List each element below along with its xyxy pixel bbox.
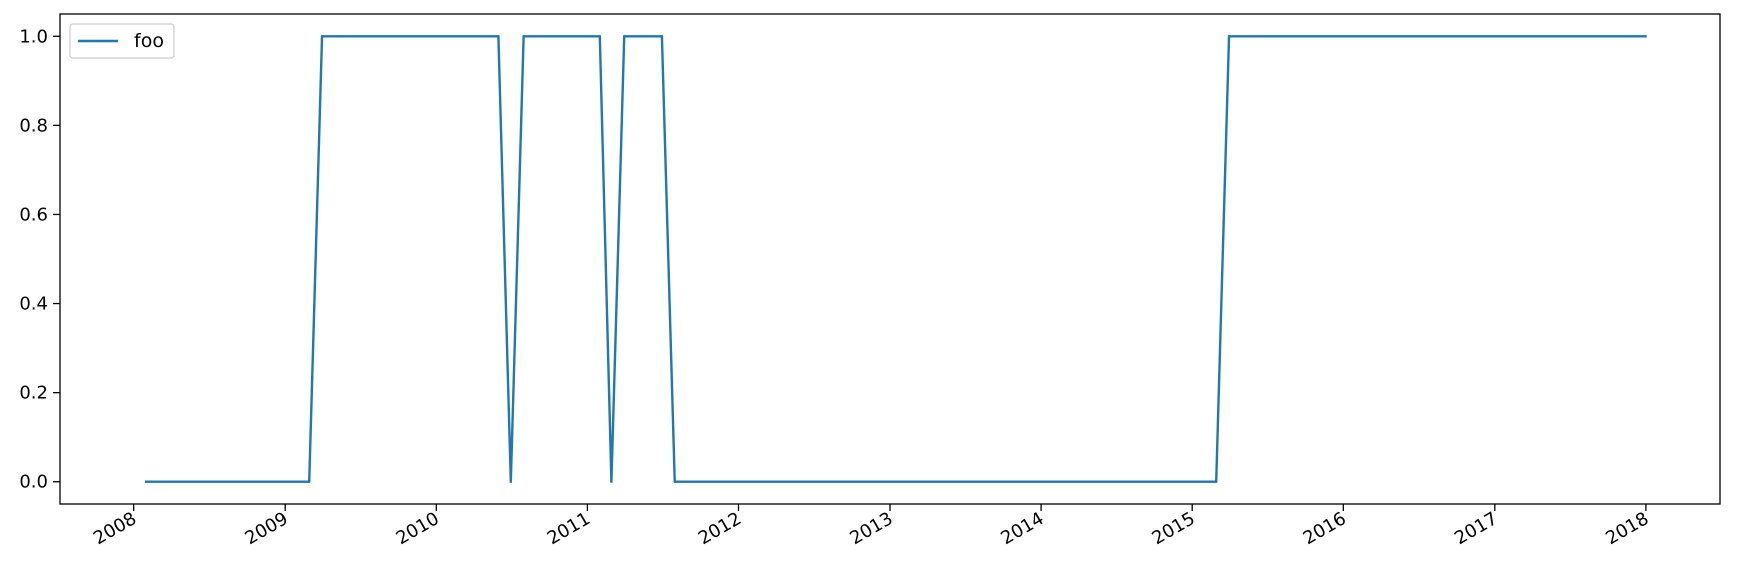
x-tick-label: 2011 [544, 508, 594, 549]
legend-box [69, 23, 175, 59]
data-point [623, 35, 626, 38]
data-point [1215, 480, 1218, 483]
x-tick-label: 2008 [90, 508, 140, 549]
plot-area-frame [59, 13, 1721, 505]
x-tick-label: 2018 [1602, 508, 1652, 549]
data-point [673, 480, 676, 483]
x-tick-label: 2012 [695, 508, 745, 549]
data-point [308, 480, 311, 483]
data-point [497, 35, 500, 38]
axis-ticks-layer: 2008 2009 2010 2011 2012 2013 2014 2015 2016 2017… [19, 26, 1652, 549]
legend-label-foo: foo [134, 30, 164, 52]
x-tick-label: 2013 [846, 508, 896, 549]
data-point [320, 35, 324, 38]
data-point [144, 480, 148, 483]
y-tick-label: 0.4 [19, 294, 48, 315]
x-tick-label: 2016 [1300, 508, 1350, 549]
y-tick-label: 0.6 [19, 204, 48, 225]
x-tick-label: 2010 [393, 508, 443, 549]
plot-lines-layer [144, 35, 1647, 483]
series-line-foo [144, 35, 1647, 483]
data-point [509, 480, 513, 483]
y-tick-label: 0.2 [19, 383, 48, 404]
x-tick-label: 2017 [1451, 508, 1501, 549]
data-point [522, 35, 525, 38]
x-tick-label: 2014 [997, 508, 1047, 549]
y-tick-label: 0.0 [19, 472, 48, 493]
legend: foo [69, 23, 175, 59]
x-tick-label: 2015 [1149, 508, 1199, 549]
data-point [1227, 35, 1231, 38]
data-point [1644, 35, 1647, 38]
y-tick-label: 1.0 [19, 26, 48, 47]
y-tick-label: 0.8 [19, 115, 48, 136]
x-tick-label: 2009 [242, 508, 292, 549]
data-point [610, 480, 613, 483]
data-point [598, 35, 602, 38]
data-point [660, 35, 664, 38]
